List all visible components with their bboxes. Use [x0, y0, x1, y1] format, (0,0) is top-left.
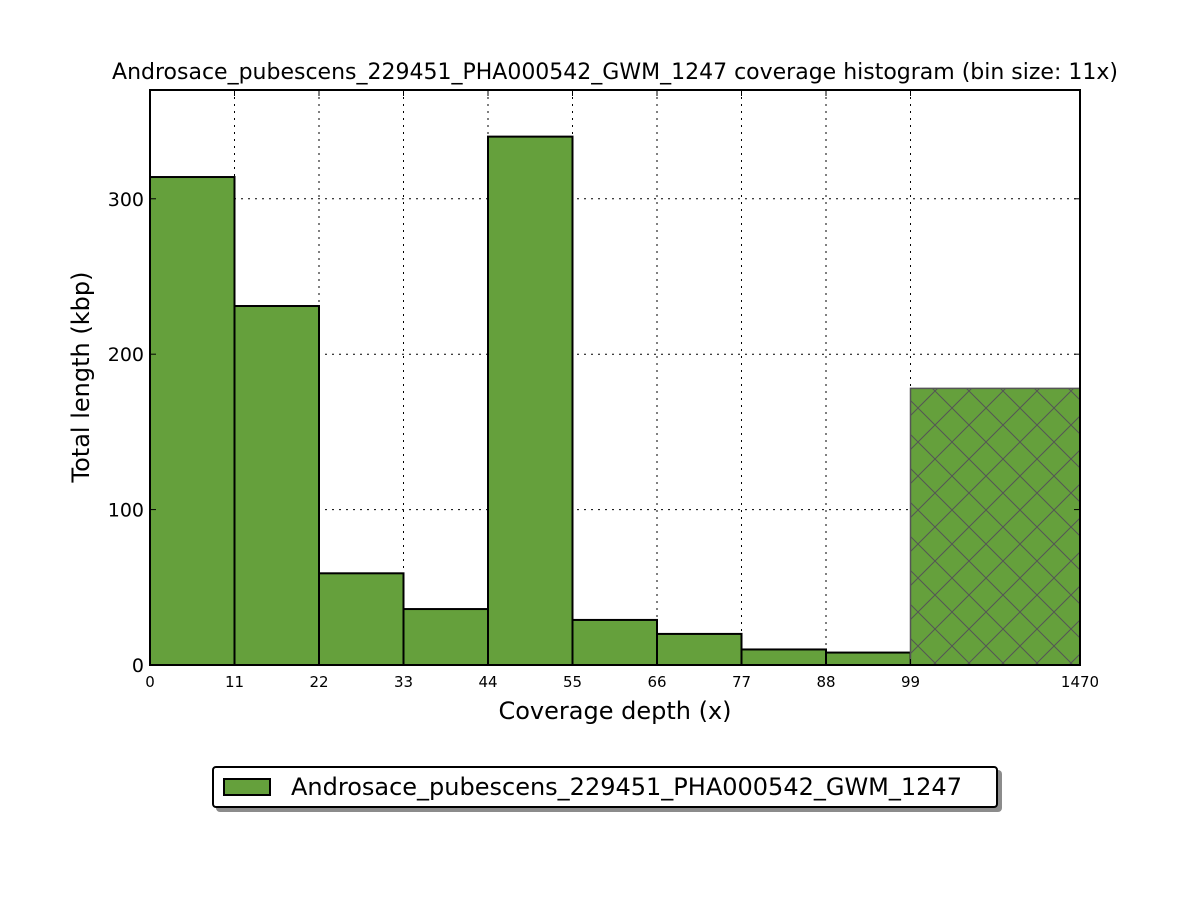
bar — [318, 572, 405, 666]
y-tick-label: 0 — [132, 655, 144, 677]
bar-overflow-hatch — [909, 387, 1081, 666]
legend-label: Androsace_pubescens_229451_PHA000542_GWM… — [291, 773, 962, 801]
y-tick-label: 300 — [108, 189, 144, 211]
plot-frame — [149, 89, 1081, 666]
x-tick-label: 88 — [816, 673, 835, 691]
x-tick-label: 0 — [145, 673, 155, 691]
bar — [487, 135, 574, 666]
x-tick-label: 22 — [309, 673, 328, 691]
legend: Androsace_pubescens_229451_PHA000542_GWM… — [212, 766, 998, 808]
y-tick-label: 200 — [108, 344, 144, 366]
legend-swatch — [223, 778, 271, 796]
x-tick-label: 55 — [563, 673, 582, 691]
x-axis-label: Coverage depth (x) — [498, 697, 731, 725]
x-tick-label: 33 — [394, 673, 413, 691]
y-axis-label: Total length (kbp) — [67, 272, 95, 484]
bar — [656, 632, 743, 667]
x-tick-label: 44 — [478, 673, 497, 691]
bar — [149, 176, 236, 666]
bar — [825, 651, 912, 666]
x-tick-label: 99 — [901, 673, 920, 691]
y-tick-label: 100 — [108, 500, 144, 522]
x-tick-label: 1470 — [1061, 673, 1099, 691]
bar — [402, 608, 489, 667]
x-tick-label: 11 — [225, 673, 244, 691]
x-tick-label: 77 — [732, 673, 751, 691]
chart-title: Androsace_pubescens_229451_PHA000542_GWM… — [112, 60, 1118, 85]
bar — [233, 305, 320, 666]
x-tick-label: 66 — [647, 673, 666, 691]
bar — [740, 648, 827, 667]
bar — [571, 618, 658, 666]
